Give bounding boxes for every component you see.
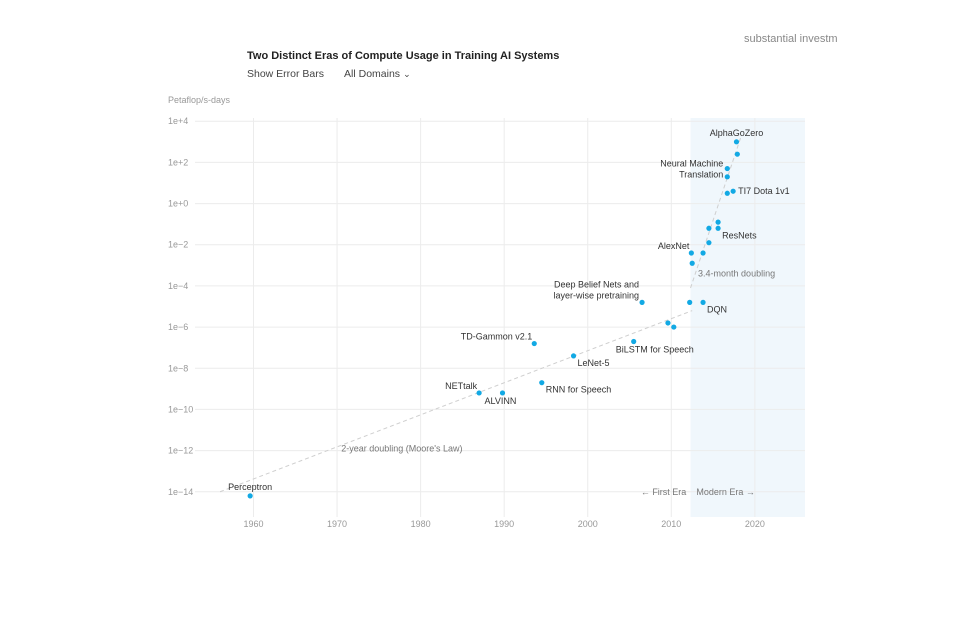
data-point <box>476 390 482 396</box>
y-tick-label: 1e−2 <box>168 240 188 250</box>
data-point <box>689 260 695 266</box>
data-point-label: DQN <box>707 304 727 314</box>
data-point-label: RNN for Speech <box>546 385 612 395</box>
era-label: ← First Era <box>641 487 687 497</box>
x-tick-label: 2010 <box>661 519 681 529</box>
y-tick-label: 1e−6 <box>168 322 188 332</box>
chart-controls: Show Error Bars All Domains ⌄ <box>247 68 411 80</box>
data-point-label: ALVINN <box>485 396 517 406</box>
data-point <box>665 320 671 326</box>
data-point-label: TD-Gammon v2.1 <box>461 332 533 342</box>
data-point <box>706 240 712 246</box>
data-point-label: AlexNet <box>658 241 690 251</box>
data-point <box>706 225 712 231</box>
data-point-label: LeNet-5 <box>578 358 610 368</box>
data-point <box>724 174 730 180</box>
y-tick-label: 1e−10 <box>168 404 193 414</box>
data-point <box>715 225 721 231</box>
data-point-label: NETtalk <box>445 381 478 391</box>
y-tick-label: 1e−12 <box>168 446 193 456</box>
data-point <box>570 353 577 359</box>
data-point <box>639 299 645 305</box>
data-point <box>539 380 545 386</box>
x-tick-label: 1990 <box>494 519 514 529</box>
data-point <box>724 165 730 172</box>
data-point <box>531 340 537 347</box>
data-point <box>631 338 637 345</box>
data-point <box>688 250 694 256</box>
x-tick-label: 2000 <box>578 519 598 529</box>
data-point <box>724 190 730 196</box>
y-tick-label: 1e+2 <box>168 157 188 167</box>
y-tick-label: 1e+0 <box>168 199 188 209</box>
y-tick-label: 1e−14 <box>168 487 193 497</box>
era-label: Modern Era → <box>696 487 755 497</box>
y-tick-label: 1e+4 <box>168 116 188 126</box>
data-point-label: Deep Belief Nets and layer-wise pretraini… <box>554 279 640 300</box>
data-point-label: TI7 Dota 1v1 <box>738 186 790 196</box>
data-point-label: Neural Machine Translation <box>660 159 723 180</box>
data-point <box>671 324 677 330</box>
data-point-label: Perceptron <box>228 482 272 492</box>
trend-line <box>219 310 693 493</box>
y-tick-label: 1e−4 <box>168 281 188 291</box>
data-point <box>733 139 740 145</box>
data-point <box>730 188 736 194</box>
data-point <box>247 493 253 499</box>
data-point <box>700 250 706 256</box>
data-point <box>715 219 721 225</box>
data-point <box>734 151 740 157</box>
data-point-label: ResNets <box>722 230 757 240</box>
data-point <box>700 299 706 305</box>
x-tick-label: 2020 <box>745 519 765 529</box>
y-tick-label: 1e−8 <box>168 363 188 373</box>
trend-line-label: 2-year doubling (Moore's Law) <box>341 444 462 454</box>
x-tick-label: 1980 <box>411 519 431 529</box>
data-point <box>499 390 506 396</box>
data-point-label: BiLSTM for Speech <box>616 344 694 354</box>
x-tick-label: 1970 <box>327 519 347 529</box>
x-tick-label: 1960 <box>243 519 263 529</box>
show-error-bars-toggle[interactable]: Show Error Bars <box>247 68 325 80</box>
domain-filter-label: All Domains <box>344 68 401 80</box>
chevron-down-icon: ⌄ <box>403 69 411 79</box>
data-point <box>687 299 693 305</box>
corner-overflow-text: substantial investme <box>744 33 837 45</box>
trend-line <box>690 137 742 289</box>
y-axis-label: Petaflop/s-days <box>168 95 231 105</box>
data-point-label: AlphaGoZero <box>710 128 764 138</box>
domain-filter-dropdown[interactable]: All Domains ⌄ <box>344 68 411 80</box>
trend-line-label: 3.4-month doubling <box>698 269 775 279</box>
chart-title: Two Distinct Eras of Compute Usage in Tr… <box>247 50 560 62</box>
